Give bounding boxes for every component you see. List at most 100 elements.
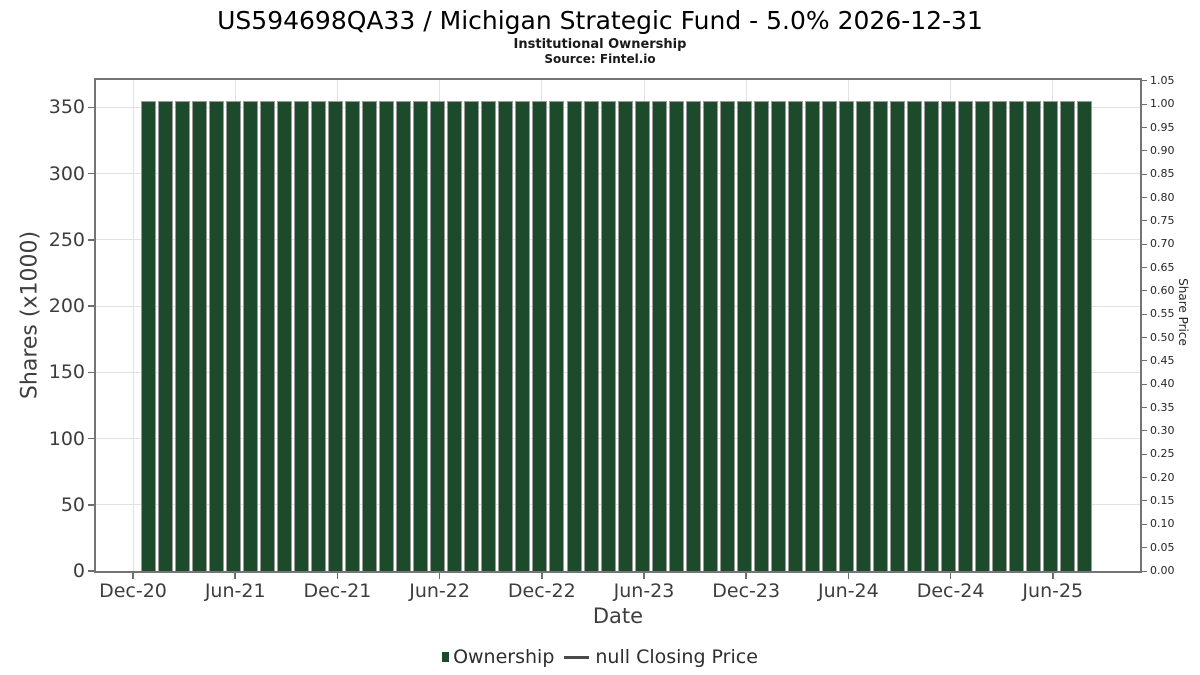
y-right-tick-mark (1142, 243, 1147, 245)
ownership-bar[interactable] (243, 100, 259, 571)
x-tick-label: Dec-22 (507, 580, 576, 602)
ownership-bar[interactable] (770, 100, 786, 571)
ownership-bar[interactable] (379, 100, 395, 571)
ownership-bar[interactable] (617, 100, 633, 571)
ownership-bar[interactable] (1026, 100, 1042, 571)
x-tick-mark (643, 573, 645, 579)
y-left-tick-mark (88, 570, 94, 572)
ownership-bar[interactable] (685, 100, 701, 571)
ownership-bar[interactable] (889, 100, 905, 571)
ownership-bar[interactable] (940, 100, 956, 571)
ownership-bar[interactable] (787, 100, 803, 571)
ownership-bar[interactable] (396, 100, 412, 571)
ownership-bar[interactable] (719, 100, 735, 571)
ownership-bar[interactable] (158, 100, 174, 571)
y-right-tick-mark (1142, 453, 1147, 455)
ownership-bar[interactable] (736, 100, 752, 571)
ownership-bar[interactable] (362, 100, 378, 571)
ownership-bar[interactable] (260, 100, 276, 571)
ownership-bar[interactable] (992, 100, 1007, 571)
ownership-bar[interactable] (430, 100, 446, 571)
ownership-bar[interactable] (532, 100, 548, 571)
ownership-bar[interactable] (1043, 100, 1059, 571)
ownership-bar[interactable] (294, 100, 310, 571)
y-left-tick-mark (88, 106, 94, 109)
chart-title: US594698QA33 / Michigan Strategic Fund -… (217, 6, 983, 35)
ownership-bar[interactable] (855, 100, 871, 571)
ownership-bar[interactable] (413, 100, 429, 571)
x-tick-mark (847, 573, 850, 579)
ownership-bar[interactable] (566, 100, 582, 571)
ownership-bar[interactable] (515, 100, 531, 571)
y-right-tick-label: 0.60 (1150, 283, 1175, 297)
y-right-tick-mark (1142, 570, 1147, 572)
ownership-bar[interactable] (634, 100, 650, 571)
x-tick-label: Dec-24 (916, 580, 985, 602)
y-right-tick-mark (1142, 103, 1147, 105)
ownership-bar[interactable] (464, 100, 480, 571)
y-right-tick-mark (1142, 290, 1147, 292)
ownership-bar[interactable] (1060, 100, 1076, 571)
y-right-tick-label: 0.90 (1150, 143, 1175, 157)
ownership-bar[interactable] (1077, 100, 1093, 571)
v-gridline (132, 80, 134, 571)
legend: Ownership null Closing Price (0, 646, 1200, 668)
ownership-bar[interactable] (481, 100, 497, 571)
ownership-bar[interactable] (583, 100, 599, 571)
ownership-bar[interactable] (702, 100, 718, 571)
x-tick-label: Jun-23 (613, 580, 675, 602)
x-tick-mark (336, 573, 339, 579)
y-right-tick-mark (1142, 430, 1147, 432)
y-right-tick-mark (1142, 477, 1147, 479)
ownership-bar[interactable] (804, 100, 820, 571)
legend-label-closing-price[interactable]: null Closing Price (595, 646, 758, 668)
ownership-bar[interactable] (651, 100, 667, 571)
ownership-bar[interactable] (226, 100, 242, 571)
ownership-bar[interactable] (277, 100, 293, 571)
ownership-bar[interactable] (192, 100, 208, 571)
x-tick-mark (1052, 573, 1054, 579)
y-right-tick-mark (1142, 220, 1147, 222)
ownership-bar[interactable] (838, 100, 854, 571)
y-right-tick-mark (1142, 407, 1147, 409)
ownership-bar[interactable] (209, 100, 225, 571)
x-tick-mark (234, 573, 236, 579)
y-right-tick-mark (1142, 383, 1147, 385)
x-tick-label: Dec-23 (712, 580, 781, 602)
y-right-tick-label: 0.95 (1150, 120, 1175, 134)
y-left-tick-label: 100 (48, 427, 85, 450)
y-right-tick-mark (1142, 547, 1147, 549)
ownership-bar[interactable] (872, 100, 888, 571)
ownership-bar[interactable] (753, 100, 769, 571)
ownership-bar[interactable] (668, 100, 684, 571)
legend-label-ownership[interactable]: Ownership (453, 646, 555, 668)
x-tick-label: Jun-21 (204, 580, 266, 602)
ownership-bar[interactable] (141, 100, 156, 571)
y-right-tick-label: 0.55 (1150, 307, 1175, 321)
ownership-bar[interactable] (175, 100, 191, 571)
ownership-bar[interactable] (974, 100, 990, 571)
ownership-bar[interactable] (311, 100, 327, 571)
y-left-tick-label: 0 (72, 560, 85, 582)
ownership-bar[interactable] (345, 100, 361, 571)
ownership-bar[interactable] (957, 100, 973, 571)
ownership-bar[interactable] (549, 100, 565, 571)
y-right-tick-label: 0.75 (1150, 213, 1175, 227)
ownership-bar[interactable] (328, 100, 344, 571)
y-left-tick-label: 250 (48, 228, 85, 251)
y-right-tick-label: 0.15 (1150, 493, 1175, 507)
ownership-bar[interactable] (1009, 100, 1025, 571)
y-right-tick-label: 0.20 (1150, 470, 1175, 484)
x-tick-label: Jun-24 (818, 580, 879, 602)
x-tick-label: Dec-21 (303, 580, 372, 602)
ownership-bar[interactable] (600, 100, 616, 571)
ownership-bar[interactable] (447, 100, 463, 571)
ownership-bar[interactable] (906, 100, 922, 571)
y-right-tick-label: 0.45 (1150, 353, 1175, 367)
y-right-tick-mark (1142, 313, 1147, 315)
ownership-bar[interactable] (923, 100, 939, 571)
ownership-bar[interactable] (498, 100, 514, 571)
ownership-bar[interactable] (821, 100, 837, 571)
y-right-tick-label: 0.00 (1150, 564, 1175, 577)
x-tick-label: Jun-25 (1022, 580, 1084, 602)
